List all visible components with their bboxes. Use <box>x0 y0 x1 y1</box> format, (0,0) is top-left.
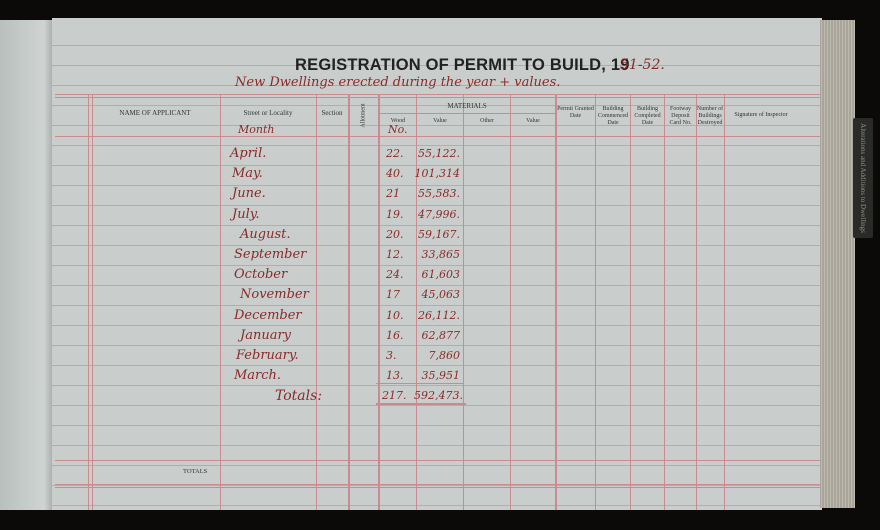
number-column-note: No. <box>388 123 408 136</box>
left-page <box>0 20 55 510</box>
column-rule <box>416 95 417 510</box>
header-buildings-destroyed: Number of Buildings Destroyed <box>696 106 724 126</box>
page-title: REGISTRATION OF PERMIT TO BUILD, 19 <box>295 56 630 74</box>
month-cell: January <box>240 327 292 343</box>
header-other: Other <box>480 118 494 124</box>
number-cell: 40. <box>386 167 404 181</box>
row-rule <box>55 460 820 461</box>
month-cell: March. <box>234 368 282 384</box>
row-rule <box>55 136 820 137</box>
month-cell: February. <box>236 348 299 363</box>
column-rule <box>696 95 697 510</box>
header-name: NAME OF APPLICANT <box>119 109 191 117</box>
index-tab[interactable]: Alterations and Additions to Dwellings <box>853 118 873 238</box>
column-rule <box>724 95 725 510</box>
value-cell: 62,877 <box>421 328 461 342</box>
number-cell: 21 <box>386 187 400 201</box>
month-cell: May. <box>232 166 263 182</box>
month-cell: August. <box>240 226 291 242</box>
row-rule <box>378 113 555 114</box>
index-tab-label: Alterations and Additions to Dwellings <box>859 123 867 233</box>
number-cell: 12. <box>386 248 404 261</box>
month-cell: September <box>234 247 307 262</box>
header-signature: Signature of Inspector <box>734 112 788 118</box>
column-rule <box>595 95 596 510</box>
row-rule <box>55 97 820 98</box>
number-cell: 16. <box>386 328 404 342</box>
column-rule <box>316 95 317 510</box>
value-cell: 26,112. <box>418 308 460 322</box>
column-rule <box>378 95 380 510</box>
row-rule <box>55 484 820 485</box>
column-rule <box>630 95 631 510</box>
column-rule <box>92 95 93 510</box>
number-cell: 19. <box>386 207 404 221</box>
column-rule <box>88 95 89 510</box>
ledger-page <box>52 18 822 510</box>
month-cell: November <box>240 287 309 303</box>
number-cell: 22. <box>386 147 404 160</box>
value-cell: 33,865 <box>421 248 461 261</box>
value-cell: 61,603 <box>421 268 461 282</box>
number-cell: 10. <box>386 308 404 322</box>
value-cell: 55,122. <box>418 147 460 160</box>
page-edges <box>820 20 855 508</box>
value-cell: 7,860 <box>428 349 461 362</box>
year-handwritten: 51-52. <box>620 57 665 73</box>
value-cell: 101,314 <box>414 167 461 181</box>
header-permit-granted: Permit Granted Date <box>557 106 594 119</box>
number-cell: 20. <box>386 227 404 241</box>
column-rule <box>510 95 511 510</box>
row-rule <box>376 383 464 384</box>
number-cell: 3. <box>386 349 397 362</box>
footer-totals-label: TOTALS <box>183 468 208 475</box>
header-street: Street or Locality <box>243 109 293 117</box>
row-rule <box>376 403 466 405</box>
value-cell: 35,951 <box>421 369 461 383</box>
number-cell: 17 <box>386 288 400 302</box>
column-rule <box>555 95 557 510</box>
header-materials: MATERIALS <box>447 102 487 110</box>
month-cell: October <box>234 267 288 283</box>
header-footway: Footway Deposit Card No. <box>669 106 692 126</box>
value-cell: 55,583. <box>418 187 460 201</box>
value-cell: 45,063 <box>421 288 461 302</box>
header-wood: Wood <box>390 118 406 124</box>
month-column-note: Month <box>238 123 275 136</box>
column-rule <box>220 95 221 510</box>
column-rule <box>463 95 464 510</box>
totals-handwritten-label: Totals: <box>275 388 323 404</box>
month-cell: December <box>234 307 302 323</box>
subtitle-handwritten: New Dwellings erected during the year + … <box>235 75 561 90</box>
row-rule <box>55 94 820 95</box>
value-cell: 59,167. <box>418 227 460 241</box>
value-cell: 47,996. <box>418 207 460 221</box>
header-value-2: Value <box>526 118 540 124</box>
month-cell: April. <box>230 146 267 161</box>
column-rule <box>664 95 665 510</box>
number-cell: 13. <box>386 369 404 383</box>
header-building-completed: Building Completed Date <box>634 106 661 126</box>
header-allotment: Allotment <box>360 103 367 128</box>
header-building-commenced: Building Commenced Date <box>597 106 629 126</box>
row-rule <box>55 487 820 488</box>
month-cell: July. <box>232 206 260 222</box>
column-rule <box>348 95 350 510</box>
totals-value: 592,473. <box>414 389 463 402</box>
month-cell: June. <box>232 186 266 202</box>
number-cell: 24. <box>386 268 404 282</box>
header-section: Section <box>321 109 343 117</box>
header-value-1: Value <box>433 118 447 124</box>
totals-number: 217. <box>382 389 407 402</box>
